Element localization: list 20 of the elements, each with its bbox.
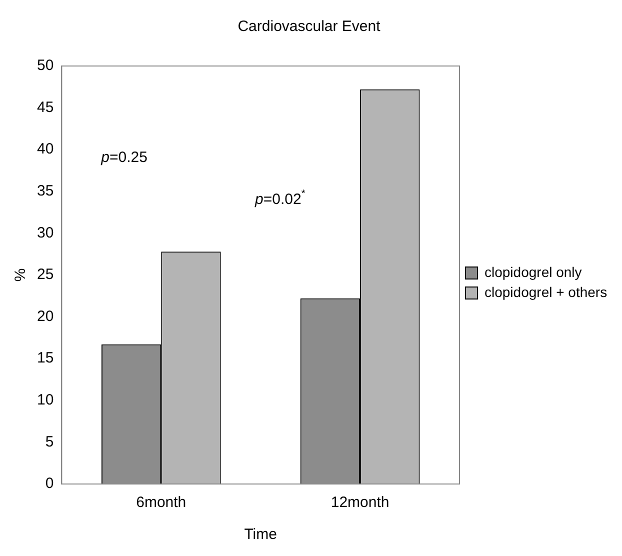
y-tick-label: 15 <box>36 350 54 367</box>
y-tick-label: 30 <box>36 224 54 242</box>
y-tick-label: 0 <box>45 475 54 492</box>
y-tick-label: 40 <box>36 140 54 158</box>
y-tick-label: 35 <box>36 182 54 200</box>
annotation: p=0.25 <box>100 149 148 166</box>
x-tick-label: 12month <box>330 494 390 512</box>
chart-title: Cardiovascular Event <box>238 18 382 36</box>
y-tick-label: 20 <box>36 308 54 325</box>
y-tick-label: 25 <box>36 266 54 284</box>
x-tick-label: 6month <box>136 494 186 512</box>
y-tick-label: 45 <box>36 98 54 116</box>
y-tick-label: 10 <box>36 392 54 409</box>
y-tick-label: 50 <box>36 57 54 74</box>
legend-label: clopidogrel only <box>484 264 582 280</box>
y-axis-title: % <box>12 268 30 282</box>
y-tick-label: 5 <box>45 433 54 450</box>
annotation: p=0.02* <box>254 188 306 208</box>
legend-label: clopidogrel + others <box>484 284 608 300</box>
x-axis-title: Time <box>244 526 277 544</box>
